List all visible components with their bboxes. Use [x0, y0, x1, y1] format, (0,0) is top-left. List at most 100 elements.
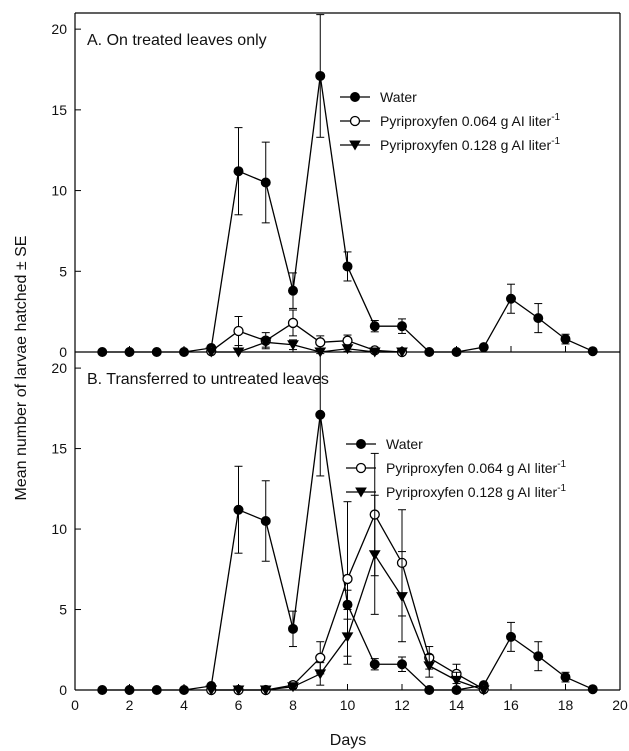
x-tick-label: 20 — [612, 697, 628, 713]
data-point — [423, 661, 436, 672]
data-point — [124, 347, 135, 357]
data-point — [450, 675, 463, 686]
legend-marker — [349, 140, 361, 151]
data-point — [233, 504, 244, 515]
data-point — [533, 313, 544, 324]
x-tick-label: 8 — [289, 697, 297, 713]
legend-label-text: Pyriproxyfen 0.064 g AI liter — [386, 460, 558, 476]
data-point — [233, 325, 244, 337]
data-point — [97, 347, 108, 357]
legend-label-superscript: -1 — [557, 483, 566, 494]
y-tick-label: 5 — [59, 602, 67, 618]
legend-label: Pyriproxyfen 0.064 g AI liter-1 — [380, 112, 561, 129]
x-tick-label: 4 — [180, 697, 188, 713]
data-point — [506, 293, 516, 304]
panel-b: 0 5 10 15 20 0 2 4 6 8 10 12 14 16 18 20 B. Transferred … — [51, 352, 628, 713]
data-point — [97, 685, 108, 695]
y-tick-label: 10 — [51, 521, 67, 537]
data-point — [314, 347, 327, 358]
data-point — [315, 70, 326, 81]
data-point — [232, 347, 245, 358]
legend-label-text: Pyriproxyfen 0.128 g AI liter — [386, 484, 558, 500]
legend-marker — [356, 439, 366, 449]
data-point — [342, 573, 353, 585]
y-tick-label: 20 — [51, 360, 67, 376]
legend-label: Pyriproxyfen 0.128 g AI liter-1 — [386, 483, 567, 500]
legend-marker — [355, 487, 367, 498]
data-point — [451, 347, 462, 357]
data-point — [560, 672, 571, 683]
data-point — [369, 321, 380, 332]
x-tick-label: 12 — [394, 697, 410, 713]
legend-marker — [349, 115, 361, 127]
data-point — [397, 659, 407, 670]
y-tick-label: 20 — [51, 21, 67, 37]
data-point — [260, 516, 271, 526]
data-point — [179, 347, 189, 357]
data-point — [287, 317, 299, 329]
data-point — [179, 685, 189, 695]
data-point — [259, 337, 272, 348]
data-point — [342, 335, 353, 346]
legend-label-superscript: -1 — [551, 136, 560, 147]
series-2 — [205, 494, 490, 696]
panel-title: B. Transferred to untreated leaves — [87, 371, 329, 388]
legend-label-text: Pyriproxyfen 0.128 g AI liter — [380, 137, 552, 153]
x-tick-label: 14 — [449, 697, 465, 713]
data-point — [260, 177, 271, 188]
data-point — [368, 550, 381, 561]
legend-label-text: Pyriproxyfen 0.064 g AI liter — [380, 113, 552, 129]
x-tick-label: 10 — [340, 697, 356, 713]
data-point — [341, 632, 354, 643]
series-2 — [205, 336, 408, 358]
data-point — [533, 651, 544, 662]
y-axis-label: Mean number of larvae hatched ± SE — [13, 236, 30, 501]
data-point — [477, 685, 490, 696]
data-point — [288, 623, 298, 634]
data-point — [233, 166, 244, 177]
data-point — [232, 685, 245, 696]
legend-label: Pyriproxyfen 0.064 g AI liter-1 — [386, 459, 567, 476]
data-point — [151, 347, 162, 357]
data-point — [368, 347, 381, 358]
x-tick-label: 2 — [126, 697, 134, 713]
y-tick-label: 15 — [51, 102, 67, 118]
data-point — [151, 685, 162, 695]
data-point — [342, 261, 353, 272]
data-point — [587, 346, 598, 357]
data-point — [287, 340, 299, 351]
legend-label-superscript: -1 — [551, 112, 560, 123]
legend-label: Pyriproxyfen 0.128 g AI liter-1 — [380, 136, 561, 153]
data-point — [288, 285, 298, 296]
y-tick-label: 0 — [59, 344, 67, 360]
y-tick-label: 10 — [51, 183, 67, 199]
panel-title: A. On treated leaves only — [87, 32, 267, 49]
legend-label-superscript: -1 — [557, 459, 566, 470]
data-point — [315, 652, 326, 663]
series-line — [211, 341, 402, 353]
data-point — [314, 669, 327, 680]
data-point — [259, 685, 272, 696]
data-point — [341, 344, 354, 355]
legend-label: Water — [386, 436, 423, 452]
data-point — [560, 334, 571, 345]
legend-marker — [350, 92, 360, 102]
data-point — [287, 682, 299, 693]
data-point — [424, 347, 435, 357]
data-point — [506, 631, 516, 642]
legend-label: Water — [380, 89, 417, 105]
data-point — [315, 337, 326, 348]
data-point — [205, 685, 218, 696]
data-point — [424, 685, 435, 695]
legend-label-text: Water — [386, 436, 423, 452]
x-tick-label: 16 — [503, 697, 519, 713]
x-tick-label: 18 — [558, 697, 574, 713]
data-point — [396, 592, 408, 603]
legend-marker — [355, 462, 367, 474]
data-point — [397, 321, 407, 332]
series-0 — [97, 14, 598, 357]
data-point — [396, 347, 408, 358]
